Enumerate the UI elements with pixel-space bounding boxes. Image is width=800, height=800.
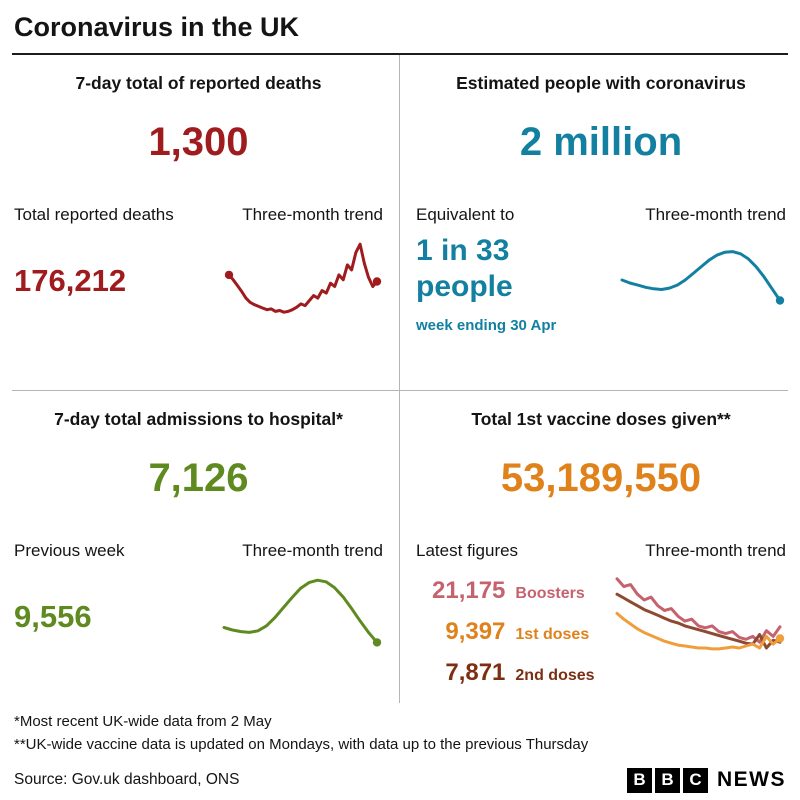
vaccines-total-value: 53,189,550: [500, 456, 702, 500]
hospital-heading: 7-day total admissions to hospital*: [54, 409, 343, 429]
page-title: Coronavirus in the UK: [12, 12, 788, 55]
vaccines-body: 21,175 Boosters 9,397 1st doses 7,871 2n…: [416, 569, 786, 687]
panel-hospital: 7-day total admissions to hospital* 7,12…: [12, 391, 400, 703]
deaths-heading: 7-day total of reported deaths: [75, 73, 322, 93]
cases-ratio: 1 in 33 people: [416, 233, 556, 305]
first-doses-label: 1st doses: [515, 626, 590, 643]
cases-equivalent-label: Equivalent to: [416, 205, 515, 224]
vaccines-trend-label: Three-month trend: [645, 541, 786, 560]
vaccines-legend: 21,175 Boosters 9,397 1st doses 7,871 2n…: [416, 577, 595, 687]
hospital-previous-week-label: Previous week: [14, 541, 125, 560]
deaths-total-value: 176,212: [14, 263, 127, 298]
cases-week-note: week ending 30 Apr: [416, 317, 557, 334]
cases-estimate-value: 2 million: [519, 120, 683, 164]
boosters-label: Boosters: [515, 585, 585, 602]
second-doses-label: 2nd doses: [515, 667, 595, 684]
bbc-news-logo: B B C NEWS: [627, 767, 786, 793]
hospital-trend-chart: [218, 570, 383, 665]
hospital-stat-row: 9,556: [14, 567, 383, 667]
header: Coronavirus in the UK: [12, 12, 788, 55]
footnote-vaccine-data: **UK-wide vaccine data is updated on Mon…: [14, 736, 589, 754]
deaths-7day-value: 1,300: [148, 120, 249, 164]
vaccines-labels-row: Latest figures Three-month trend: [416, 541, 786, 561]
cases-trend-chart: [616, 239, 786, 324]
deaths-trend-label: Three-month trend: [242, 205, 383, 224]
vaccines-latest-figures-label: Latest figures: [416, 541, 519, 560]
vaccines-heading: Total 1st vaccine doses given**: [471, 409, 731, 429]
stats-grid: 7-day total of reported deaths 1,300 Tot…: [12, 55, 788, 703]
cases-left-column: Equivalent to 1 in 33 people week ending…: [416, 205, 556, 334]
second-doses-value: 7,871: [445, 659, 506, 686]
hospital-7day-value: 7,126: [148, 456, 249, 500]
cases-ratio-line1: 1 in 33: [416, 234, 510, 267]
bbc-logo-block-b1: B: [627, 767, 652, 793]
boosters-value: 21,175: [432, 577, 506, 604]
footer: *Most recent UK-wide data from 2 May **U…: [12, 703, 788, 793]
panel-deaths: 7-day total of reported deaths 1,300 Tot…: [12, 55, 400, 391]
source-text: Source: Gov.uk dashboard, ONS: [14, 771, 240, 788]
deaths-stat-row: 176,212: [14, 231, 383, 331]
cases-heading: Estimated people with coronavirus: [456, 73, 746, 93]
deaths-labels-row: Total reported deaths Three-month trend: [14, 205, 383, 225]
first-doses-value: 9,397: [445, 618, 506, 645]
bbc-logo-block-c: C: [683, 767, 708, 793]
hospital-trend-label: Three-month trend: [242, 541, 383, 560]
source-row: Source: Gov.uk dashboard, ONS B B C NEWS: [14, 767, 786, 793]
cases-right-column: Three-month trend: [616, 205, 786, 334]
bbc-news-wordmark: NEWS: [717, 768, 786, 791]
vaccines-trend-chart: [611, 569, 786, 687]
cases-ratio-line2: people: [416, 270, 513, 303]
deaths-total-label: Total reported deaths: [14, 205, 174, 224]
hospital-previous-week-value: 9,556: [14, 599, 92, 634]
deaths-trend-chart: [223, 234, 383, 329]
hospital-labels-row: Previous week Three-month trend: [14, 541, 383, 561]
cases-body: Equivalent to 1 in 33 people week ending…: [416, 205, 786, 334]
panel-vaccines: Total 1st vaccine doses given** 53,189,5…: [400, 391, 788, 703]
footnote-hospital-data: *Most recent UK-wide data from 2 May: [14, 713, 272, 730]
panel-cases: Estimated people with coronavirus 2 mill…: [400, 55, 788, 391]
bbc-logo-block-b2: B: [655, 767, 680, 793]
cases-trend-label: Three-month trend: [645, 205, 786, 224]
